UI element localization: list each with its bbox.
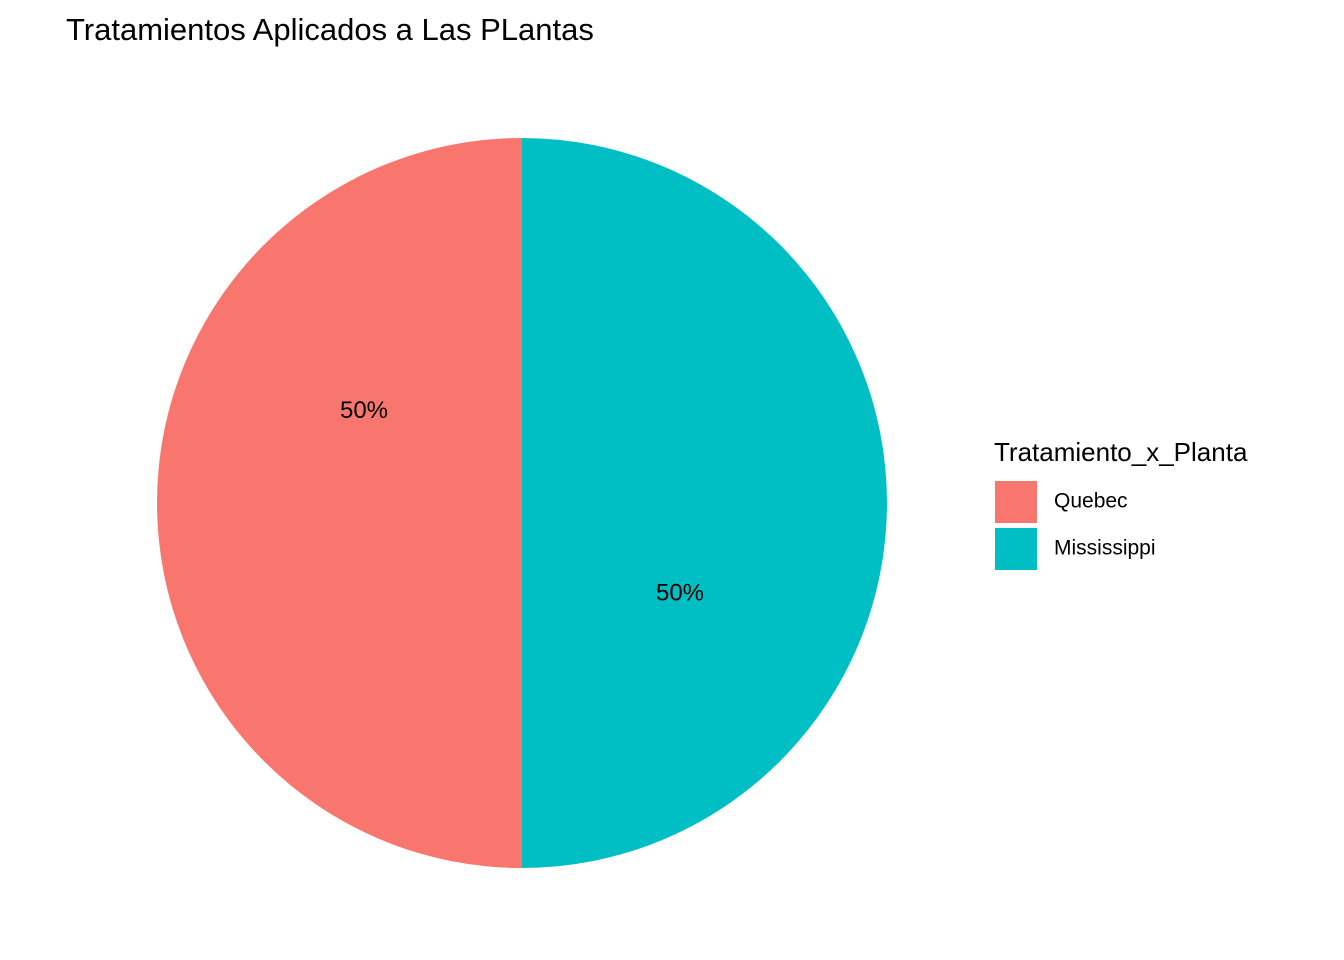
legend: Tratamiento_x_Planta Quebec Mississippi (994, 437, 1248, 570)
slice-label-quebec: 50% (340, 397, 388, 424)
chart-title: Tratamientos Aplicados a Las PLantas (66, 12, 594, 47)
pie-slices (157, 138, 887, 868)
legend-label-quebec: Quebec (1054, 490, 1128, 513)
legend-title: Tratamiento_x_Planta (994, 437, 1248, 467)
legend-label-mississippi: Mississippi (1054, 537, 1156, 560)
pie-slice-mississippi (522, 138, 887, 868)
pie-slice-labels: 50% 50% (340, 397, 704, 607)
pie-slice-quebec (157, 138, 522, 868)
legend-key-mississippi (995, 528, 1037, 570)
legend-key-quebec (995, 481, 1037, 523)
slice-label-mississippi: 50% (656, 580, 704, 607)
